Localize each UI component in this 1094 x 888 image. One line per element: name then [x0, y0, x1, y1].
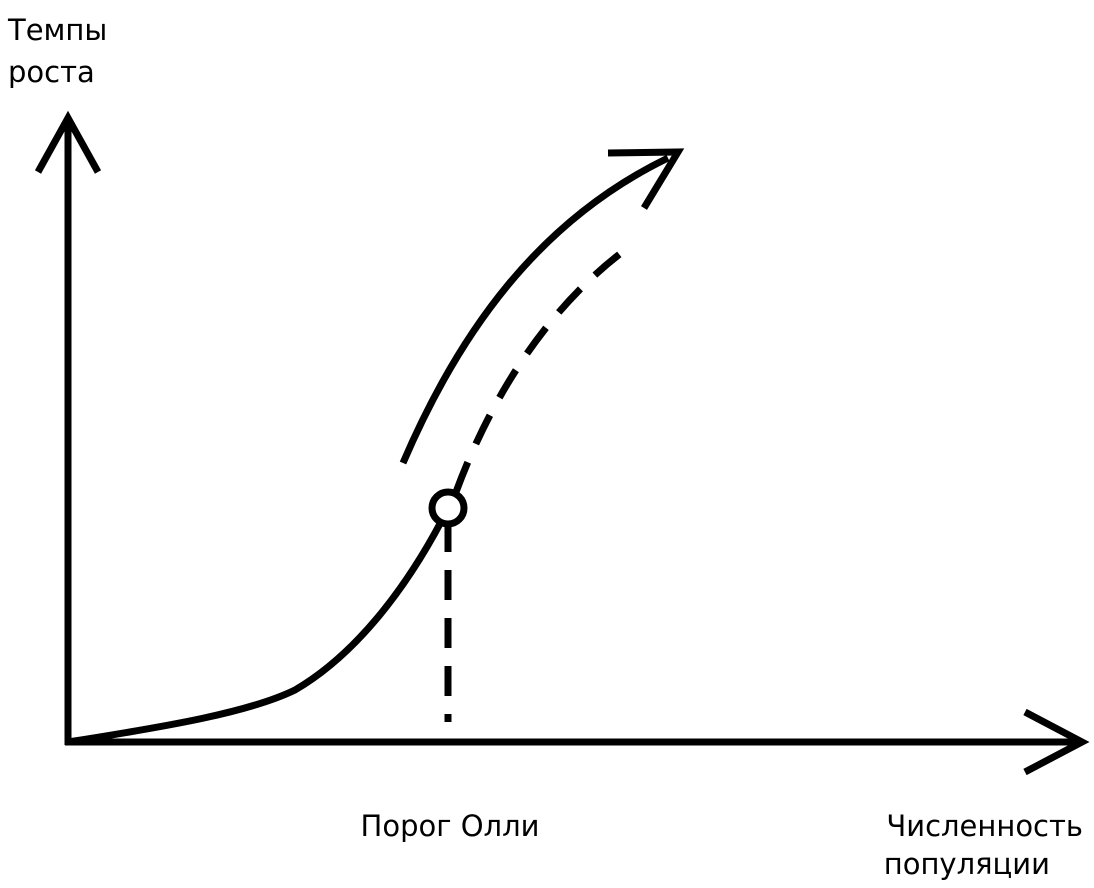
x-axis-label: Численность [886, 809, 1083, 843]
y-axis-label: Темпы [7, 13, 107, 47]
x-axis-label: популяции [884, 847, 1050, 881]
growth-curve [67, 518, 446, 746]
y-axis-arrow [34, 110, 102, 174]
trend-arrow [399, 154, 670, 465]
threshold-point [428, 488, 468, 528]
threshold-label: Порог Олли [361, 809, 540, 843]
trend-arrowhead [607, 148, 685, 210]
dashed-curve [452, 247, 628, 494]
y-axis-label: роста [8, 55, 95, 89]
x-axis-arrow [1023, 708, 1090, 776]
